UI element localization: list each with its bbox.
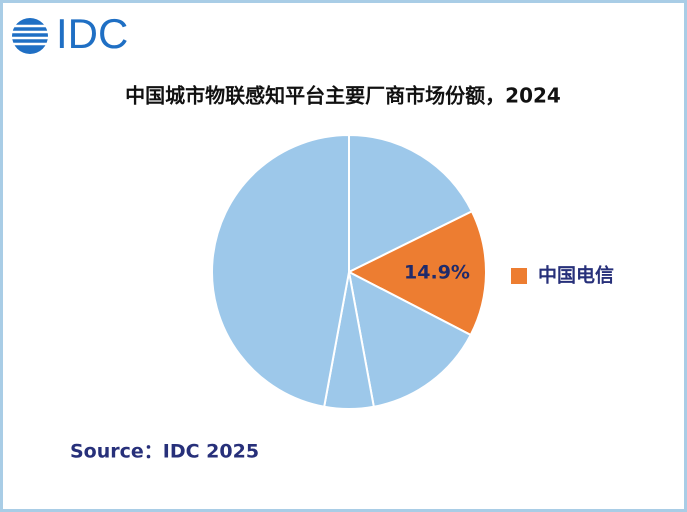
pie-slice xyxy=(211,133,350,408)
legend-label: 中国电信 xyxy=(538,264,614,287)
chart-title: 中国城市物联感知平台主要厂商市场份额，2024 xyxy=(125,84,561,108)
pie-slice xyxy=(347,270,473,408)
pie-slice xyxy=(348,133,474,274)
logo-text: IDC xyxy=(56,10,128,57)
value-label: 14.9% xyxy=(404,261,470,283)
legend-swatch xyxy=(511,268,527,284)
pie-slice xyxy=(346,210,487,337)
logo-globe xyxy=(10,18,50,54)
source: Source：IDC 2025 xyxy=(70,441,259,463)
